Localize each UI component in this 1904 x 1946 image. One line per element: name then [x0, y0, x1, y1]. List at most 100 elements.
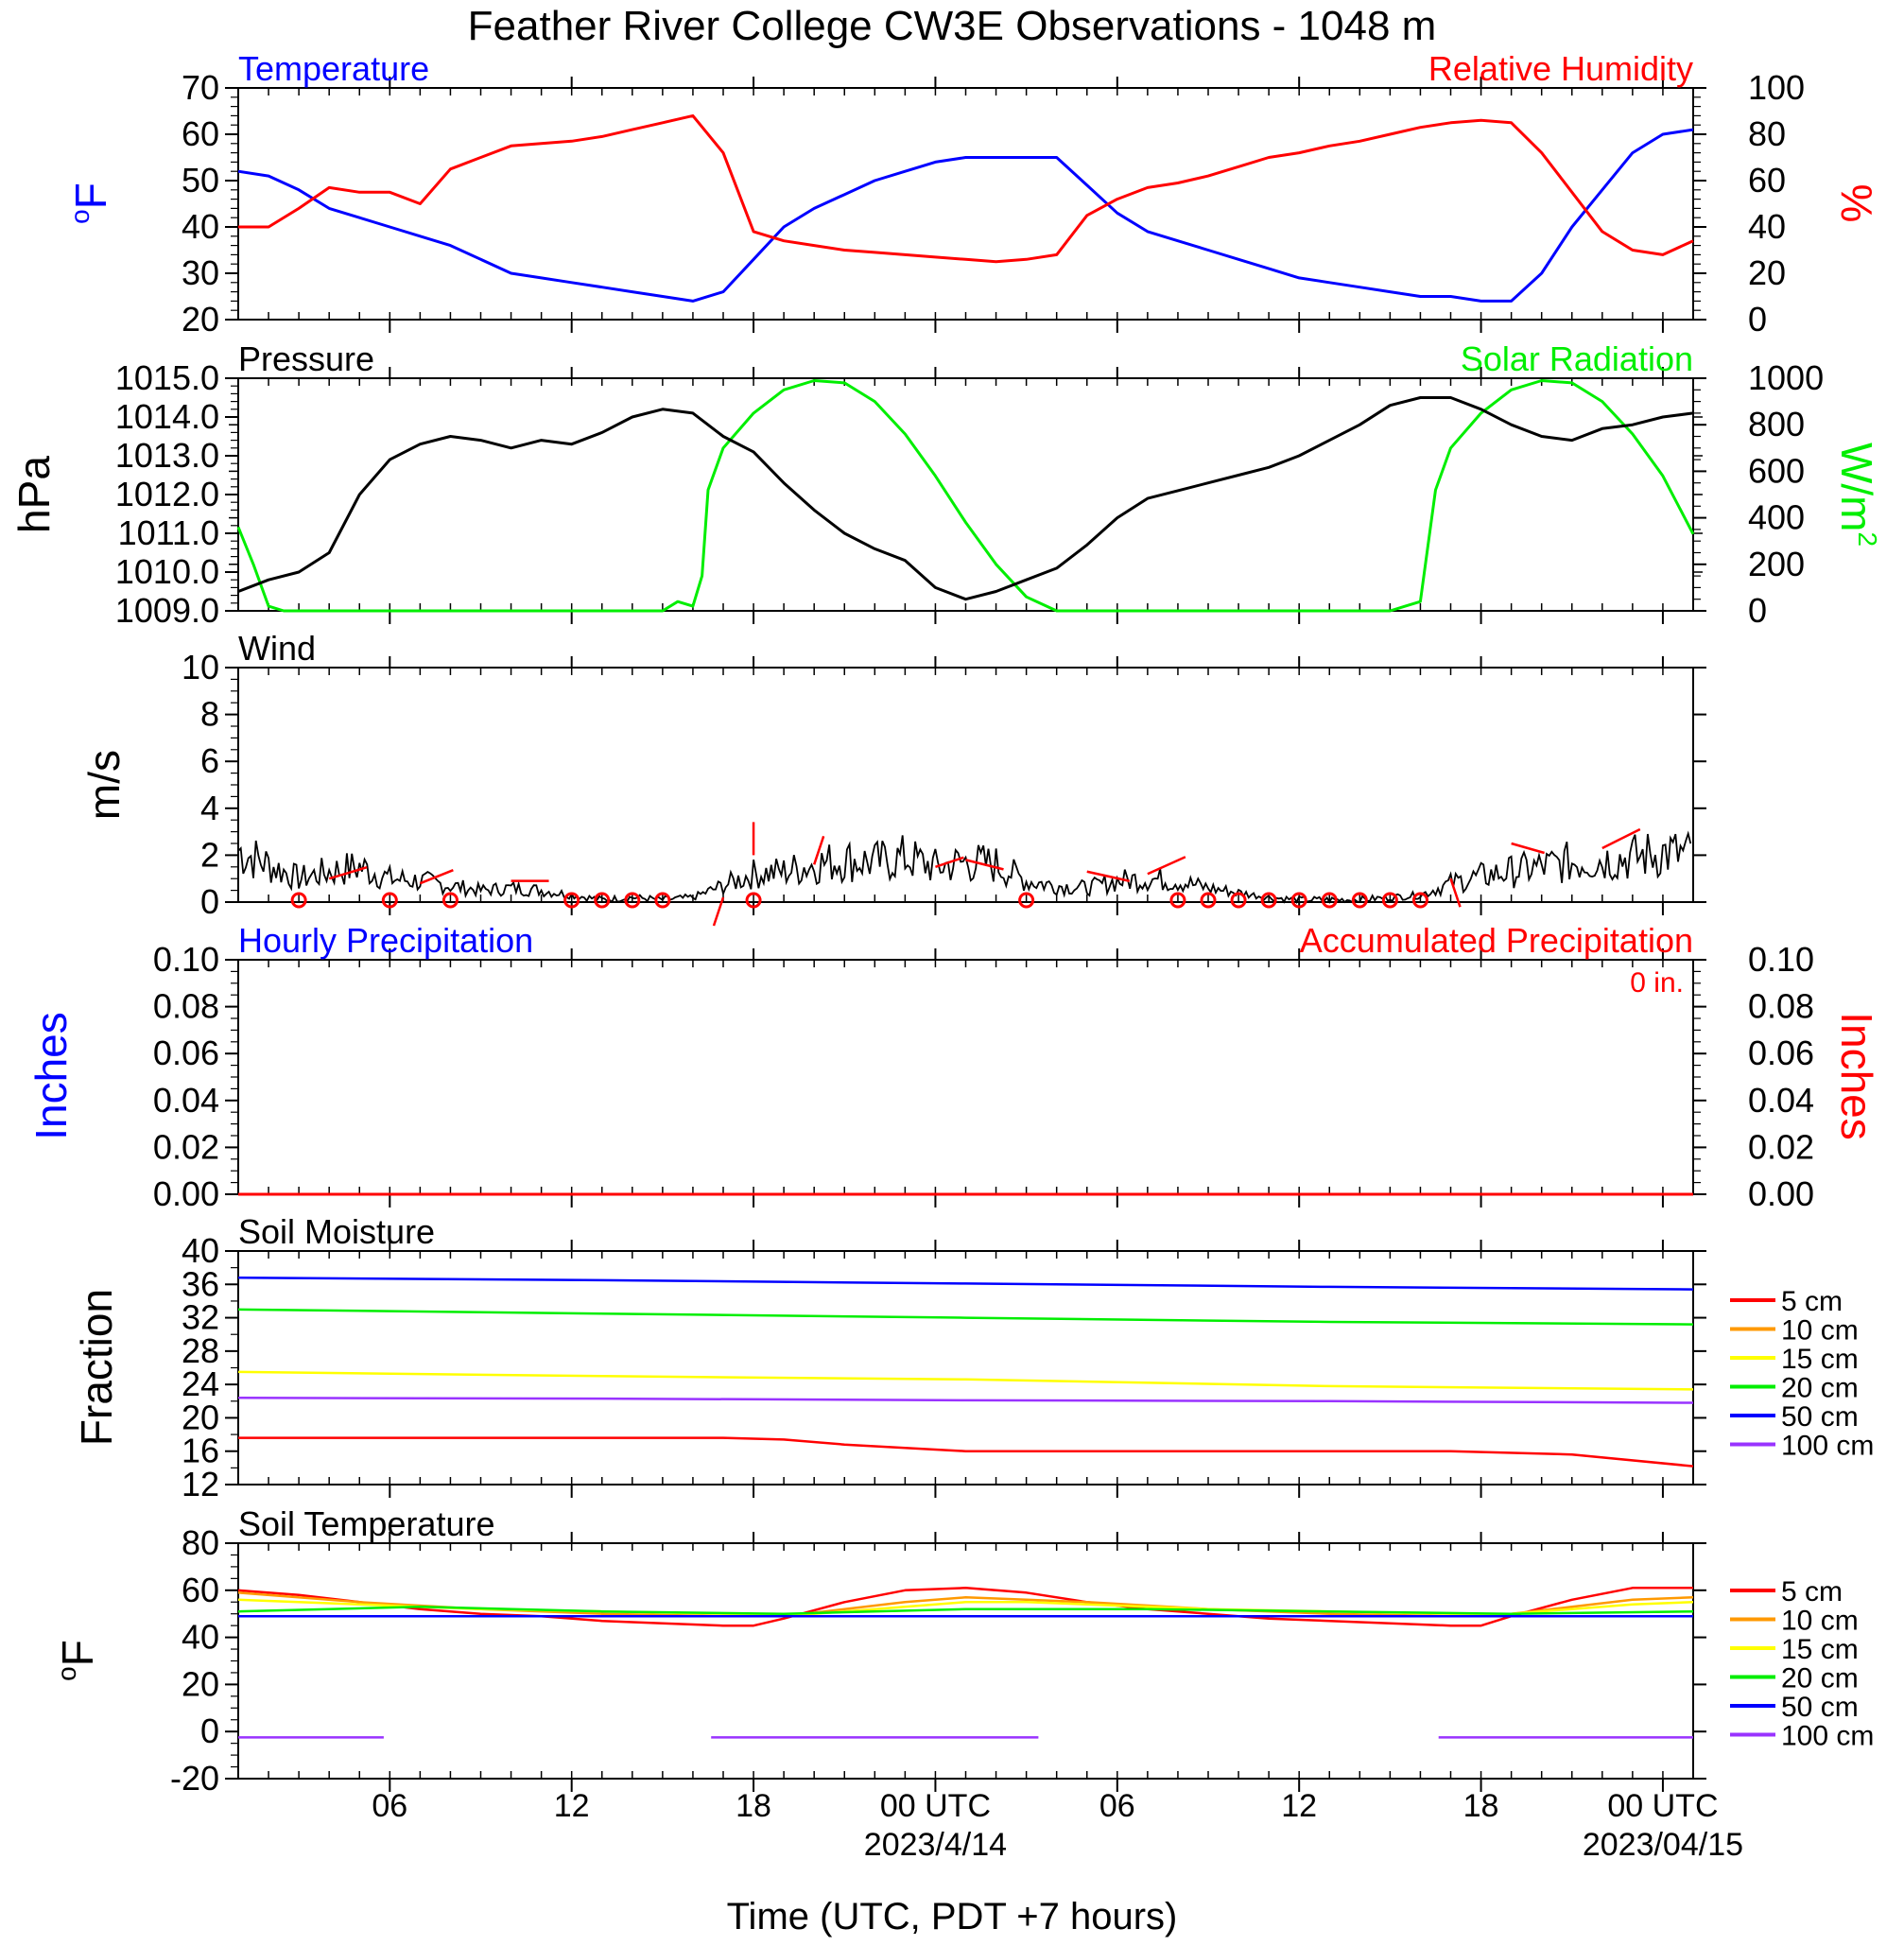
- soil-temperature-line: [237, 1587, 1693, 1627]
- right-tick-label: 0.04: [1748, 1081, 1814, 1120]
- left-tick-label: 60: [182, 1571, 219, 1609]
- right-tick-label: 0: [1748, 300, 1767, 339]
- wind-barb: [935, 856, 964, 868]
- calm-wind-marker: [441, 892, 459, 909]
- accumulated-precipitation-axis-label: Inches: [1832, 1012, 1881, 1140]
- left-tick-label: 12: [182, 1465, 219, 1503]
- right-tick-label: 0.10: [1748, 940, 1814, 979]
- soil-temperature-axis-label: oF: [52, 1640, 102, 1681]
- left-tick-label: 0.00: [153, 1174, 219, 1213]
- x-tick-label: 00 UTC: [880, 1788, 991, 1824]
- soil-moisture-line: [237, 1370, 1694, 1391]
- wind-barb: [1086, 870, 1131, 882]
- wind-barb: [1511, 842, 1545, 855]
- legend-label: 5 cm: [1781, 1286, 1843, 1317]
- wind-barb: [1449, 877, 1462, 908]
- chart-title: Feather River College CW3E Observations …: [468, 3, 1437, 49]
- legend-label: 20 cm: [1781, 1663, 1859, 1694]
- right-tick-label: 20: [1748, 253, 1786, 292]
- hourly-precipitation-axis-label: Inches: [26, 1012, 76, 1140]
- left-tick-label: 16: [182, 1432, 219, 1470]
- x-axis-label: Time (UTC, PDT +7 hours): [727, 1896, 1178, 1937]
- calm-wind-marker: [1351, 892, 1368, 909]
- left-tick-label: 1014.0: [115, 397, 219, 436]
- x-tick-label: 18: [1463, 1788, 1499, 1824]
- x-date-label: 2023/4/14: [864, 1827, 1007, 1863]
- temperature-line: [237, 128, 1694, 303]
- left-tick-label: 20: [182, 1398, 219, 1436]
- wind-barb: [712, 896, 725, 927]
- left-tick-label: 4: [200, 789, 219, 827]
- calm-wind-marker: [1260, 892, 1277, 909]
- legend-label: 50 cm: [1781, 1692, 1859, 1723]
- x-tick-label: 06: [1099, 1788, 1135, 1824]
- right-tick-label: 0.08: [1748, 987, 1814, 1026]
- calm-wind-marker: [624, 892, 641, 909]
- left-tick-label: 0.04: [153, 1081, 219, 1120]
- x-date-label: 2023/04/15: [1583, 1827, 1743, 1863]
- calm-wind-marker: [1200, 892, 1217, 909]
- soil-moisture-axis-label: Fraction: [72, 1289, 121, 1446]
- left-tick-label: 0.02: [153, 1127, 219, 1166]
- left-tick-label: 36: [182, 1264, 219, 1303]
- accumulated-total-label: 0 in.: [1630, 967, 1684, 999]
- x-tick-label: 00 UTC: [1607, 1788, 1718, 1824]
- calm-wind-marker: [1169, 892, 1186, 909]
- solar-radiation-title: Solar Radiation: [1461, 339, 1693, 378]
- calm-wind-marker: [1230, 892, 1247, 909]
- left-tick-label: 50: [182, 161, 219, 200]
- x-tick-label: 12: [1281, 1788, 1317, 1824]
- temperature-axis-label: oF: [65, 182, 115, 224]
- temperature-title: Temperature: [238, 49, 429, 88]
- left-tick-label: 40: [182, 207, 219, 246]
- calm-wind-marker: [1381, 892, 1398, 909]
- wind-barb: [1147, 856, 1186, 876]
- left-tick-label: 28: [182, 1331, 219, 1370]
- soil-moisture-line: [237, 1397, 1694, 1404]
- calm-wind-marker: [290, 892, 307, 909]
- left-tick-label: 40: [182, 1618, 219, 1657]
- x-tick-label: 18: [736, 1788, 771, 1824]
- pressure-line: [237, 396, 1694, 601]
- soil-moisture-line: [237, 1308, 1694, 1326]
- wind-axis-label: m/s: [79, 750, 129, 820]
- left-tick-label: 0.06: [153, 1034, 219, 1072]
- left-tick-label: 30: [182, 253, 219, 292]
- calm-wind-marker: [745, 892, 762, 909]
- x-tick-label: 06: [372, 1788, 407, 1824]
- pressure-title: Pressure: [238, 339, 374, 378]
- left-tick-label: 40: [182, 1231, 219, 1270]
- legend-label: 5 cm: [1781, 1576, 1843, 1607]
- right-tick-label: 80: [1748, 114, 1786, 153]
- right-tick-label: 60: [1748, 161, 1786, 200]
- precip-plot-frame: [237, 959, 1694, 1195]
- left-tick-label: 1012.0: [115, 475, 219, 513]
- wind-barb: [1601, 827, 1641, 850]
- accumulated-precipitation-title: Accumulated Precipitation: [1300, 921, 1693, 960]
- left-tick-label: -20: [170, 1759, 219, 1798]
- right-tick-label: 0.02: [1748, 1127, 1814, 1166]
- right-tick-label: 1000: [1748, 358, 1824, 397]
- relative-humidity-axis-label: %: [1832, 184, 1881, 223]
- right-tick-label: 0.00: [1748, 1174, 1814, 1213]
- left-tick-label: 20: [182, 300, 219, 339]
- calm-wind-marker: [594, 892, 611, 909]
- pressure_solar-plot-frame: [237, 377, 1694, 612]
- left-tick-label: 1010.0: [115, 552, 219, 591]
- wind-barb: [813, 835, 825, 865]
- wind-barb: [965, 859, 1004, 871]
- left-tick-label: 1013.0: [115, 436, 219, 475]
- left-tick-label: 10: [182, 648, 219, 686]
- right-tick-label: 600: [1748, 451, 1805, 490]
- legend-label: 50 cm: [1781, 1401, 1859, 1433]
- left-tick-label: 0.10: [153, 940, 219, 979]
- right-tick-label: 0: [1748, 591, 1767, 630]
- right-tick-label: 0.06: [1748, 1034, 1814, 1072]
- left-tick-label: 6: [200, 741, 219, 780]
- left-tick-label: 1015.0: [115, 358, 219, 397]
- calm-wind-marker: [1018, 892, 1035, 909]
- x-tick-label: 12: [554, 1788, 590, 1824]
- hourly-precipitation-title: Hourly Precipitation: [238, 921, 533, 960]
